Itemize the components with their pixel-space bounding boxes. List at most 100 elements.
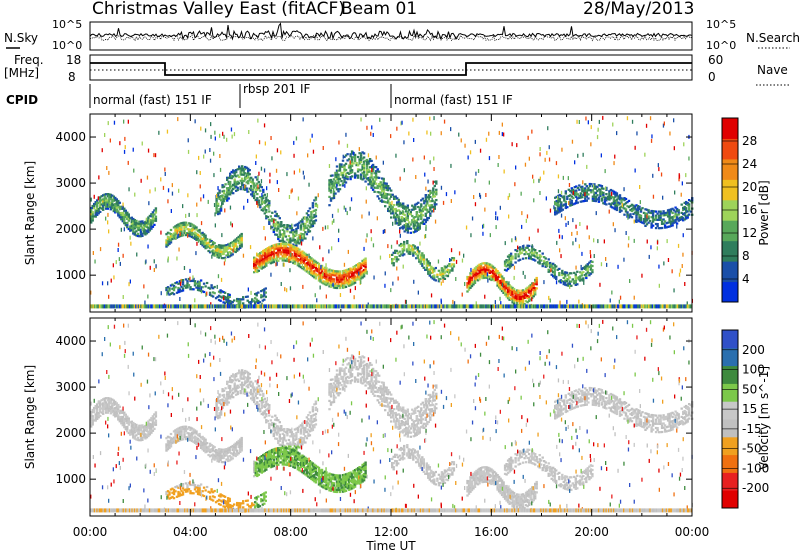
- power-cell: [299, 235, 301, 240]
- power-cell: [281, 228, 284, 231]
- power-cell: [359, 177, 363, 180]
- colorbar-tick-label: 24: [742, 157, 757, 171]
- power-cell: [349, 279, 352, 283]
- power-cell: [328, 204, 331, 207]
- power-cell: [650, 216, 653, 219]
- power-cell: [269, 172, 271, 177]
- velocity-cell: [132, 426, 135, 429]
- power-cell: [439, 277, 442, 281]
- power-cell: [509, 263, 513, 266]
- power-cell: [352, 276, 355, 279]
- power-cell: [356, 277, 360, 280]
- power-cell: [347, 284, 351, 287]
- power-cell: [524, 291, 528, 294]
- power-cell: [356, 273, 360, 276]
- power-cell: [227, 182, 230, 186]
- power-cell: [682, 206, 685, 209]
- power-cell: [216, 196, 220, 199]
- power-cell: [162, 185, 165, 190]
- power-cell: [397, 200, 400, 204]
- power-cell: [362, 170, 366, 174]
- power-cell: [301, 264, 303, 268]
- power-cell: [148, 218, 152, 222]
- power-cell: [208, 293, 212, 296]
- power-cell: [229, 176, 232, 179]
- power-cell: [487, 275, 490, 278]
- power-cell: [642, 218, 646, 221]
- power-cell: [564, 200, 567, 203]
- power-cell: [659, 212, 662, 215]
- power-cell: [278, 231, 281, 234]
- power-cell: [195, 238, 198, 241]
- power-cell: [518, 300, 522, 303]
- power-cell: [326, 280, 330, 283]
- velocity-cell: [118, 418, 121, 421]
- power-cell: [106, 207, 109, 210]
- power-cell: [635, 204, 638, 207]
- velocity-cell: [109, 412, 112, 415]
- power-cell: [151, 225, 155, 228]
- power-cell: [237, 242, 240, 245]
- power-cell: [341, 174, 345, 177]
- velocity-cell: [130, 424, 133, 427]
- power-cell: [350, 169, 354, 172]
- power-cell: [512, 302, 516, 305]
- power-cell: [192, 279, 195, 283]
- power-cell: [219, 299, 222, 302]
- power-cell: [308, 215, 312, 218]
- power-cell: [237, 300, 240, 303]
- power-cell: [366, 233, 368, 238]
- power-cell: [91, 204, 94, 208]
- power-cell: [611, 189, 614, 192]
- power-cell: [400, 245, 403, 248]
- power-cell: [263, 288, 266, 291]
- power-cell: [591, 271, 594, 274]
- power-cell: [629, 304, 631, 309]
- power-cell: [272, 250, 275, 253]
- power-cell: [178, 224, 182, 227]
- power-cell: [198, 228, 201, 232]
- power-cell: [432, 208, 435, 213]
- power-cell: [417, 214, 420, 217]
- power-cell: [562, 175, 564, 180]
- power-cell: [414, 220, 417, 223]
- power-cell: [211, 251, 215, 254]
- power-cell: [382, 200, 385, 203]
- power-cell: [117, 212, 120, 215]
- power-cell: [432, 199, 435, 202]
- power-cell: [433, 270, 436, 273]
- power-cell: [335, 175, 339, 178]
- power-cell: [211, 241, 215, 244]
- power-cell: [482, 270, 486, 273]
- power-cell: [97, 208, 100, 211]
- power-cell: [266, 186, 268, 191]
- power-cell: [576, 277, 579, 280]
- power-cell: [427, 210, 430, 213]
- power-cell: [549, 263, 552, 267]
- power-cell: [310, 259, 313, 262]
- power-cell: [424, 208, 427, 211]
- power-cell: [301, 233, 304, 236]
- power-cell: [127, 219, 130, 222]
- power-cell: [566, 299, 568, 304]
- power-cell: [503, 287, 507, 290]
- power-cell: [674, 218, 677, 222]
- power-cell: [430, 267, 433, 270]
- power-cell: [319, 274, 322, 277]
- power-cell: [142, 228, 146, 231]
- velocity-cell: [142, 429, 146, 433]
- power-cell: [613, 304, 615, 309]
- power-cell: [412, 216, 415, 219]
- power-cell: [320, 271, 324, 274]
- power-cell: [234, 248, 237, 252]
- power-cell: [284, 249, 287, 252]
- power-cell: [234, 304, 236, 309]
- power-cell: [269, 247, 272, 250]
- power-cell: [586, 164, 588, 169]
- power-cell: [628, 304, 630, 309]
- power-cell: [555, 212, 558, 215]
- power-cell: [668, 215, 671, 218]
- power-cell: [669, 222, 673, 225]
- power-cell: [121, 220, 124, 223]
- power-cell: [205, 238, 209, 241]
